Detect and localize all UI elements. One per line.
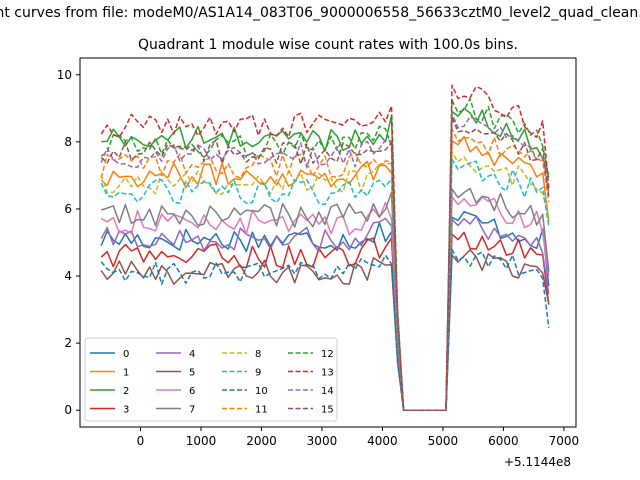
series-line-3 bbox=[100, 231, 550, 411]
series-line-11 bbox=[100, 128, 550, 411]
legend-label-11: 11 bbox=[255, 405, 268, 416]
legend-label-10: 10 bbox=[255, 386, 268, 397]
series-line-0 bbox=[100, 210, 550, 411]
y-tick-label: 8 bbox=[64, 135, 72, 149]
x-tick-label: 6000 bbox=[488, 434, 519, 448]
x-offset-label: +5.1144e8 bbox=[504, 455, 571, 469]
series-line-1 bbox=[100, 135, 550, 411]
series-line-4 bbox=[100, 215, 550, 411]
legend-label-15: 15 bbox=[321, 405, 334, 416]
legend-box bbox=[84, 337, 338, 422]
legend-label-0: 0 bbox=[123, 349, 129, 360]
series-layer bbox=[100, 84, 550, 411]
x-tick-label: 5000 bbox=[428, 434, 459, 448]
legend-label-1: 1 bbox=[123, 368, 129, 379]
x-tick-label: 7000 bbox=[549, 434, 580, 448]
x-tick-label: 3000 bbox=[307, 434, 338, 448]
legend-label-5: 5 bbox=[189, 368, 195, 379]
legend-label-12: 12 bbox=[321, 349, 334, 360]
legend-label-9: 9 bbox=[255, 368, 261, 379]
series-line-9 bbox=[100, 158, 550, 411]
legend-label-4: 4 bbox=[189, 349, 195, 360]
series-line-15 bbox=[100, 116, 550, 411]
x-tick-label: 0 bbox=[137, 434, 145, 448]
series-line-6 bbox=[100, 196, 550, 411]
legend-label-6: 6 bbox=[189, 386, 195, 397]
y-tick-label: 2 bbox=[64, 336, 72, 350]
legend-label-14: 14 bbox=[321, 386, 334, 397]
x-tick-label: 2000 bbox=[246, 434, 277, 448]
series-line-14 bbox=[100, 113, 550, 411]
series-line-5 bbox=[100, 249, 550, 411]
y-tick-label: 4 bbox=[64, 269, 72, 283]
x-tick-label: 4000 bbox=[367, 434, 398, 448]
figure-suptitle: Light curves from file: modeM0/AS1A14_08… bbox=[0, 5, 640, 21]
legend-label-8: 8 bbox=[255, 349, 261, 360]
y-tick-label: 6 bbox=[64, 202, 72, 216]
x-tick-label: 1000 bbox=[186, 434, 217, 448]
legend-label-3: 3 bbox=[123, 405, 129, 416]
legend-label-2: 2 bbox=[123, 386, 129, 397]
legend-label-7: 7 bbox=[189, 405, 195, 416]
legend-label-13: 13 bbox=[321, 368, 334, 379]
plot-frame bbox=[79, 57, 577, 428]
series-line-8 bbox=[100, 151, 550, 411]
series-line-7 bbox=[100, 187, 550, 411]
series-line-10 bbox=[100, 248, 550, 411]
chart-title: Quadrant 1 module wise count rates with … bbox=[138, 37, 518, 53]
y-tick-label: 10 bbox=[57, 68, 72, 82]
y-tick-label: 0 bbox=[64, 403, 72, 417]
series-line-13 bbox=[100, 84, 550, 411]
